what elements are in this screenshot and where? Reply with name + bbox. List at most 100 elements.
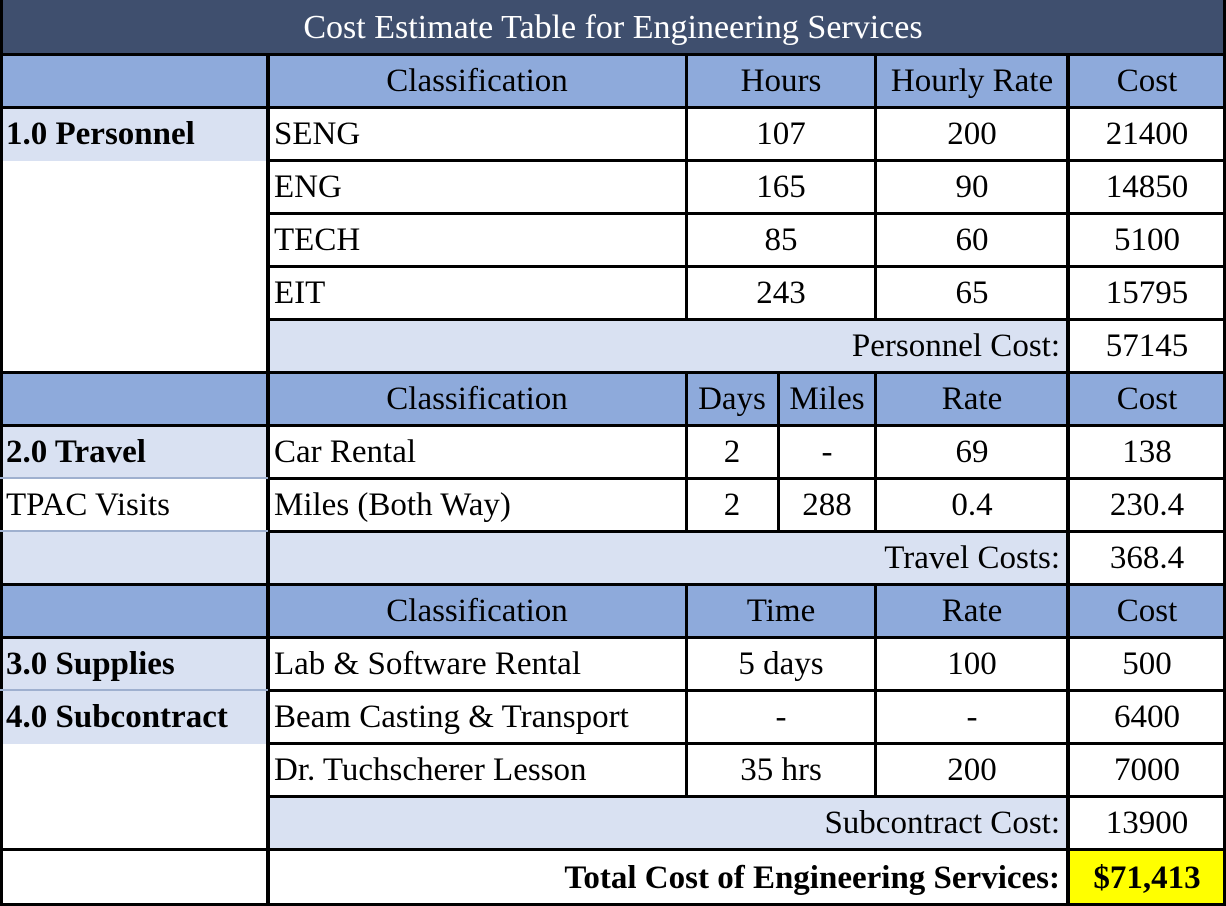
- subcontract-subtotal-label: Subcontract Cost:: [268, 797, 1068, 850]
- section-header-blank: [0, 55, 268, 108]
- grid-line: [268, 265, 1226, 268]
- personnel-cost: 14850: [1068, 161, 1226, 214]
- grid-line: [0, 583, 1226, 586]
- grid-line: [268, 318, 1226, 321]
- column-header-classification: Classification: [268, 585, 686, 638]
- column-header-hours: Hours: [686, 55, 876, 108]
- subcontract-subtotal-value: 13900: [1068, 797, 1226, 850]
- section-label-subcontract: 4.0 Subcontract: [0, 691, 268, 744]
- subcontract-time: -: [686, 691, 876, 744]
- section-header-blank: [0, 585, 268, 638]
- personnel-cost: 15795: [1068, 267, 1226, 320]
- personnel-subtotal-label: Personnel Cost:: [268, 320, 1068, 373]
- grid-line: [268, 742, 1226, 745]
- subcontract-cost: 6400: [1068, 691, 1226, 744]
- personnel-rate: 60: [876, 214, 1068, 267]
- section-header-blank: [0, 373, 268, 426]
- travel-miles: -: [778, 426, 876, 479]
- personnel-rate: 90: [876, 161, 1068, 214]
- section-label-blank: [0, 161, 268, 373]
- grid-line: [0, 371, 1226, 374]
- personnel-hours: 243: [686, 267, 876, 320]
- grid-line: [268, 477, 1226, 480]
- grid-line: [0, 848, 1226, 851]
- grid-line: [0, 477, 268, 479]
- column-header-cost: Cost: [1068, 55, 1226, 108]
- travel-classification: Miles (Both Way): [268, 479, 686, 532]
- total-row-blank: [0, 850, 268, 906]
- supplies-time: 5 days: [686, 638, 876, 691]
- grid-line: [0, 903, 1226, 906]
- personnel-hours: 165: [686, 161, 876, 214]
- supplies-classification: Lab & Software Rental: [268, 638, 686, 691]
- section-label-blank: [0, 532, 268, 585]
- personnel-cost: 5100: [1068, 214, 1226, 267]
- personnel-cost: 21400: [1068, 108, 1226, 161]
- column-header-rate: Rate: [876, 373, 1068, 426]
- total-label: Total Cost of Engineering Services:: [268, 850, 1068, 906]
- section-label-travel: 2.0 Travel: [0, 426, 268, 479]
- column-header-miles: Miles: [778, 373, 876, 426]
- grid-line: [268, 689, 1226, 692]
- table-title: Cost Estimate Table for Engineering Serv…: [0, 0, 1226, 55]
- total-value: $71,413: [1068, 850, 1226, 906]
- subcontract-rate: -: [876, 691, 1068, 744]
- supplies-rate: 100: [876, 638, 1068, 691]
- travel-days: 2: [686, 426, 778, 479]
- grid-line: [268, 795, 1226, 798]
- personnel-classification: SENG: [268, 108, 686, 161]
- grid-line: [874, 55, 877, 320]
- travel-rate: 0.4: [876, 479, 1068, 532]
- grid-line: [777, 373, 780, 532]
- subcontract-time: 35 hrs: [686, 744, 876, 797]
- grid-line: [0, 424, 1226, 427]
- grid-line: [0, 689, 268, 691]
- grid-line: [0, 0, 3, 906]
- column-header-hourly-rate: Hourly Rate: [876, 55, 1068, 108]
- travel-subtotal-label: Travel Costs:: [268, 532, 1068, 585]
- personnel-classification: EIT: [268, 267, 686, 320]
- column-header-days: Days: [686, 373, 778, 426]
- personnel-classification: ENG: [268, 161, 686, 214]
- personnel-hours: 85: [686, 214, 876, 267]
- subcontract-cost: 7000: [1068, 744, 1226, 797]
- grid-line: [685, 55, 688, 320]
- section-sublabel-tpac-visits: TPAC Visits: [0, 479, 268, 532]
- column-header-classification: Classification: [268, 55, 686, 108]
- grid-line: [268, 530, 1226, 533]
- grid-line: [0, 106, 1226, 109]
- travel-cost: 138: [1068, 426, 1226, 479]
- column-header-cost: Cost: [1068, 585, 1226, 638]
- section-label-blank: [0, 744, 268, 850]
- grid-line: [268, 159, 1226, 162]
- personnel-subtotal-value: 57145: [1068, 320, 1226, 373]
- column-header-cost: Cost: [1068, 373, 1226, 426]
- grid-line: [0, 636, 1226, 639]
- section-label-supplies: 3.0 Supplies: [0, 638, 268, 691]
- grid-line: [874, 373, 877, 532]
- travel-classification: Car Rental: [268, 426, 686, 479]
- travel-subtotal-value: 368.4: [1068, 532, 1226, 585]
- travel-miles: 288: [778, 479, 876, 532]
- grid-line: [0, 53, 1226, 56]
- grid-line: [685, 373, 688, 532]
- supplies-cost: 500: [1068, 638, 1226, 691]
- column-header-time: Time: [686, 585, 876, 638]
- subcontract-rate: 200: [876, 744, 1068, 797]
- travel-cost: 230.4: [1068, 479, 1226, 532]
- subcontract-classification: Dr. Tuchscherer Lesson: [268, 744, 686, 797]
- personnel-hours: 107: [686, 108, 876, 161]
- grid-line: [1223, 0, 1226, 906]
- personnel-rate: 200: [876, 108, 1068, 161]
- travel-days: 2: [686, 479, 778, 532]
- column-header-classification: Classification: [268, 373, 686, 426]
- personnel-rate: 65: [876, 267, 1068, 320]
- grid-line: [268, 212, 1226, 215]
- travel-rate: 69: [876, 426, 1068, 479]
- grid-line: [1066, 55, 1070, 906]
- subcontract-classification: Beam Casting & Transport: [268, 691, 686, 744]
- grid-line: [266, 55, 270, 906]
- personnel-classification: TECH: [268, 214, 686, 267]
- grid-line: [0, 530, 268, 532]
